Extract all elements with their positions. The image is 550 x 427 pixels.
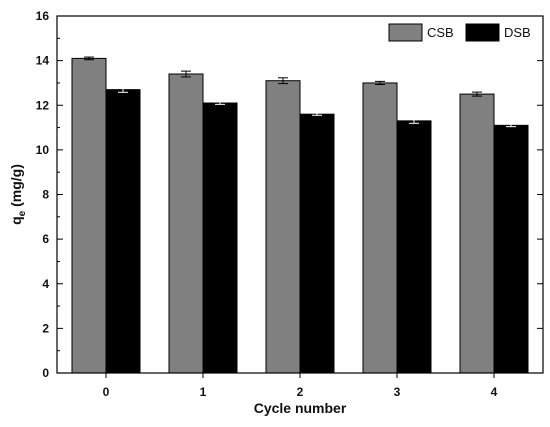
bar-csb-cycle-4 <box>459 93 495 374</box>
y-tick-label: 4 <box>42 277 49 291</box>
legend-label-dsb: DSB <box>504 25 531 40</box>
legend: CSB DSB <box>388 23 531 42</box>
x-tick-label: 4 <box>491 385 498 399</box>
bar-dsb-cycle-3 <box>396 120 432 374</box>
y-tick-label: 10 <box>36 143 50 157</box>
error-bar-csb-cycle-1 <box>181 70 191 78</box>
bar-dsb-cycle-2 <box>299 113 335 374</box>
error-bar-csb-cycle-0 <box>84 56 94 61</box>
x-tick-label: 0 <box>103 385 110 399</box>
x-tick-label: 3 <box>394 385 401 399</box>
y-axis-title: qe (mg/g) <box>8 164 28 225</box>
errorbars-layer <box>84 56 516 128</box>
x-axis-ticks: 0 1 2 3 4 <box>103 373 498 399</box>
bar-csb-cycle-1 <box>168 73 204 374</box>
bar-csb-cycle-2 <box>265 80 301 374</box>
bar-csb-cycle-0 <box>71 57 107 374</box>
legend-swatch-dsb <box>465 23 500 42</box>
y-tick-label: 14 <box>36 54 50 68</box>
error-bar-dsb-cycle-3 <box>409 117 419 124</box>
x-axis-title: Cycle number <box>254 400 347 416</box>
x-tick-label: 2 <box>297 385 304 399</box>
bar-csb-cycle-3 <box>362 82 398 374</box>
y-axis-title-unit: (mg/g) <box>8 164 24 211</box>
y-axis-ticks: 0 2 4 6 8 10 12 14 16 <box>36 9 543 380</box>
y-axis-title-symbol: q <box>8 216 24 225</box>
legend-swatch-csb <box>388 23 423 42</box>
x-tick-label: 1 <box>200 385 207 399</box>
legend-item-dsb: DSB <box>465 23 531 42</box>
bar-dsb-cycle-1 <box>202 102 238 374</box>
y-tick-label: 16 <box>36 9 50 23</box>
error-bar-csb-cycle-3 <box>375 80 385 85</box>
bar-dsb-cycle-0 <box>105 89 141 374</box>
y-axis-title-subscript: e <box>17 210 28 216</box>
legend-item-csb: CSB <box>388 23 454 42</box>
y-tick-label: 8 <box>42 188 49 202</box>
bars-layer <box>71 57 529 374</box>
y-tick-label: 6 <box>42 232 49 246</box>
error-bar-csb-cycle-2 <box>278 77 288 85</box>
error-bar-dsb-cycle-0 <box>118 86 128 93</box>
error-bar-dsb-cycle-1 <box>215 101 225 105</box>
error-bar-dsb-cycle-4 <box>506 123 516 128</box>
error-bar-dsb-cycle-2 <box>312 112 322 116</box>
y-tick-label: 2 <box>42 321 49 335</box>
bar-dsb-cycle-4 <box>493 124 529 374</box>
error-bar-csb-cycle-4 <box>472 91 482 97</box>
y-tick-label: 12 <box>36 98 50 112</box>
legend-label-csb: CSB <box>427 25 454 40</box>
y-tick-label: 0 <box>42 366 49 380</box>
